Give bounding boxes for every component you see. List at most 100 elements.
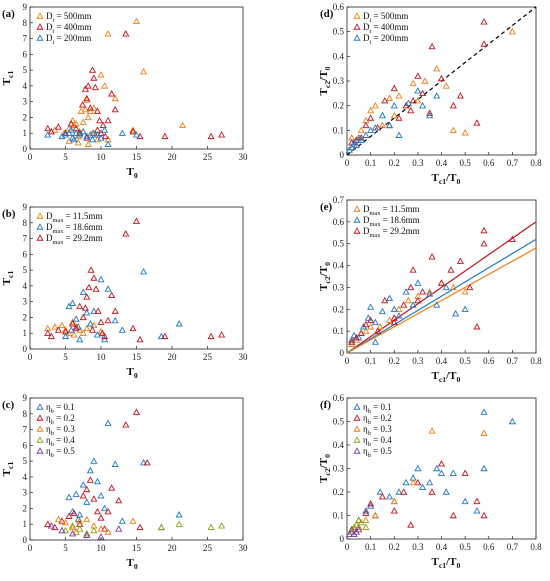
x-tick-label: 10 (97, 543, 107, 553)
data-point (86, 466, 94, 474)
x-tick-label: 0.1 (365, 356, 376, 366)
data-point (456, 92, 464, 99)
data-point (407, 106, 415, 114)
x-tick-label: 20 (168, 543, 178, 553)
data-point (371, 124, 379, 131)
data-point (480, 40, 488, 47)
data-point (378, 121, 387, 129)
plot-frame (29, 206, 244, 350)
legend-label: ηb​ = 0.2 (46, 413, 75, 426)
data-point (132, 131, 141, 138)
data-point (367, 303, 375, 310)
data-point (395, 305, 403, 312)
y-tick-label: 0.3 (333, 464, 345, 474)
data-point (466, 283, 474, 291)
data-point (76, 127, 84, 135)
x-tick-label: 5 (63, 543, 68, 553)
data-point (72, 324, 80, 332)
data-point (67, 126, 75, 133)
data-point (100, 504, 109, 512)
legend-label: Dmax​ = 11.5mm (363, 204, 419, 217)
data-point (88, 135, 97, 143)
data-point (385, 294, 394, 302)
x-tick-label: 0.7 (507, 542, 519, 552)
x-tick-label: 0.6 (483, 356, 495, 366)
data-point (97, 318, 105, 325)
data-point (111, 105, 119, 113)
y-tick-label: 5 (23, 456, 28, 466)
series-2 (44, 126, 141, 147)
x-tick-label: 0 (28, 152, 33, 162)
data-point (395, 488, 403, 495)
data-point (508, 27, 516, 35)
data-point (385, 316, 394, 323)
data-point (175, 320, 183, 327)
data-point (65, 512, 73, 520)
x-axis-label: Tc1​/T0​ (432, 172, 461, 186)
data-point (136, 335, 144, 343)
data-point (54, 123, 62, 130)
x-tick-label: 0.4 (436, 158, 448, 168)
y-tick-label: 6 (23, 249, 28, 259)
x-tick-label: 0 (28, 352, 33, 362)
data-point (69, 320, 77, 327)
data-point (90, 526, 98, 534)
x-tick-label: 0.2 (389, 356, 400, 366)
legend-label: Dmax​ = 29.2mm (363, 226, 420, 239)
data-point (79, 118, 87, 125)
x-tick-label: 5 (63, 152, 68, 162)
y-tick-label: 0 (340, 534, 345, 544)
data-point (74, 132, 82, 140)
data-point (93, 507, 102, 515)
y-tick-label: 0 (340, 348, 345, 358)
data-point (385, 94, 394, 101)
x-tick-label: 0.6 (483, 542, 495, 552)
series-3 (61, 520, 226, 537)
data-point (97, 71, 105, 78)
chart-panel-b: 0 5 10 15 20 25 30 0 1 2 3 4 5 6 7 8 9 T0​ Tc1​ (b) Dmax​ = … (1, 202, 248, 380)
data-point (400, 301, 408, 308)
data-point (79, 329, 87, 336)
data-point (367, 114, 375, 121)
data-point (104, 419, 112, 426)
data-point (76, 131, 84, 138)
data-point (58, 321, 66, 329)
data-point (407, 521, 415, 528)
data-point (371, 318, 379, 326)
data-point (376, 323, 384, 330)
y-tick-label: 0.5 (333, 27, 345, 37)
data-point (79, 288, 87, 295)
data-point (118, 326, 126, 333)
y-axis-label: Tc1​ (1, 271, 15, 286)
data-point (480, 18, 488, 25)
data-point (44, 520, 52, 527)
data-point (129, 126, 137, 133)
x-axis-label: Tc1​/T0​ (432, 370, 461, 384)
data-point (428, 488, 436, 495)
data-point (47, 332, 55, 340)
fit-line-blue (346, 238, 537, 354)
data-point (69, 318, 77, 325)
data-point (385, 492, 394, 500)
series-2 (348, 226, 516, 345)
y-tick-label: 9 (23, 393, 28, 403)
data-point (69, 299, 77, 306)
data-point (437, 469, 446, 476)
data-point (461, 305, 469, 312)
x-tick-label: 10 (97, 352, 107, 362)
y-tick-label: 8 (23, 409, 28, 419)
data-point (362, 121, 370, 129)
data-point (426, 478, 434, 486)
data-point (447, 266, 455, 273)
data-point (79, 313, 87, 321)
data-point (83, 529, 91, 537)
y-tick-label: 0.6 (333, 393, 345, 403)
y-tick-label: 7 (23, 425, 28, 435)
data-point (409, 266, 417, 273)
x-tick-label: 0.4 (436, 542, 448, 552)
data-point (367, 500, 375, 507)
y-tick-label: 7 (23, 34, 28, 44)
data-point (456, 257, 464, 264)
data-point (88, 326, 97, 333)
